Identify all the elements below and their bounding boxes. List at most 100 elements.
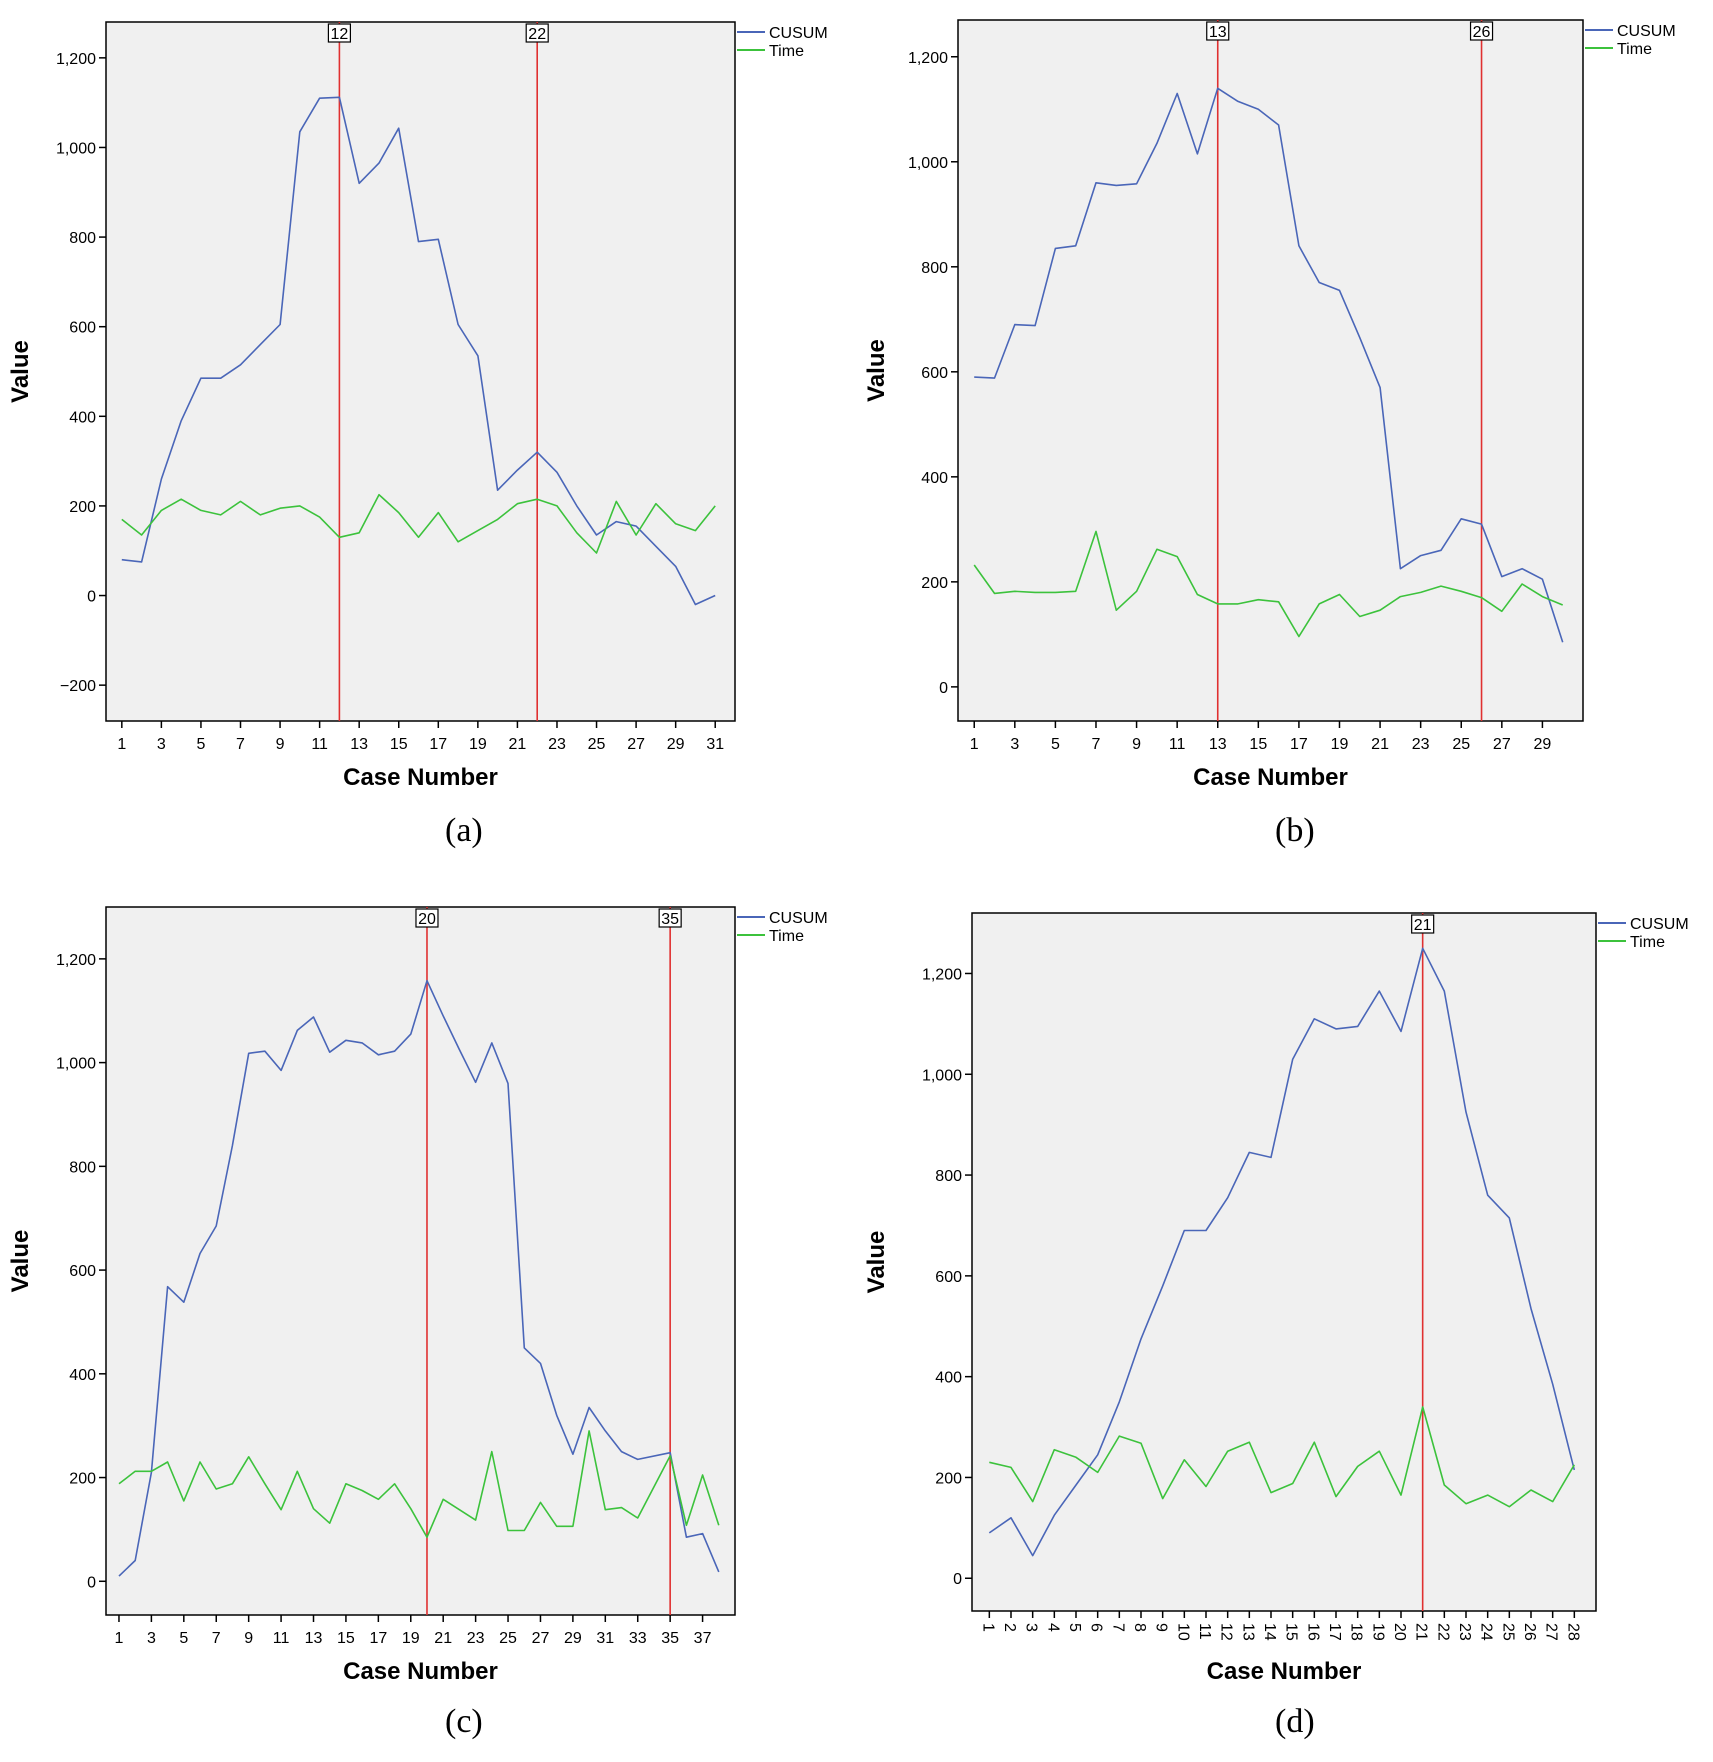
- x-tick-label: 23: [467, 1630, 485, 1647]
- y-tick-label: 800: [935, 1168, 962, 1185]
- y-tick-label: 400: [935, 1370, 962, 1387]
- chart-panel-b: 0 200 400 600 800 1,000 1,200 1 3 5 7 9 11 13 15 17 19 21…: [856, 0, 1712, 881]
- series-line-time: [118, 1430, 720, 1539]
- x-tick-label: 17: [369, 1630, 387, 1647]
- x-tick-label: 15: [337, 1630, 355, 1647]
- y-axis-title: Value: [7, 340, 34, 403]
- x-tick-label: 7: [1092, 736, 1101, 753]
- x-tick-label: 9: [1132, 736, 1141, 753]
- x-tick-label: 17: [1326, 1623, 1343, 1641]
- x-tick-label: 28: [1564, 1623, 1581, 1641]
- x-tick-label: 17: [1290, 736, 1308, 753]
- y-tick-label: 400: [69, 1367, 96, 1384]
- y-tick-label: 1,200: [56, 51, 96, 68]
- x-tick-label: 11: [273, 1630, 290, 1647]
- y-tick-label: 200: [935, 1470, 962, 1487]
- x-tick-label: 3: [147, 1630, 156, 1647]
- x-tick-label: 37: [694, 1630, 712, 1647]
- x-tick-label: 19: [469, 736, 487, 753]
- x-tick-label: 3: [157, 736, 166, 753]
- y-tick-label: 0: [953, 1571, 962, 1588]
- reference-label: 20: [418, 911, 436, 928]
- x-tick-label: 9: [1153, 1623, 1170, 1632]
- x-tick-label: 21: [1371, 736, 1389, 753]
- x-tick-label: 13: [1209, 736, 1227, 753]
- y-tick-label: 800: [69, 230, 96, 247]
- x-tick-label: 9: [276, 736, 285, 753]
- x-tick-label: 13: [350, 736, 368, 753]
- series-line-time: [973, 530, 1564, 638]
- y-tick-label: 1,000: [922, 1067, 962, 1084]
- x-tick-label: 14: [1261, 1623, 1278, 1641]
- x-tick-label: 29: [667, 736, 685, 753]
- legend-label: Time: [1617, 41, 1652, 58]
- y-tick-label: 200: [69, 1471, 96, 1488]
- caption-b: (b): [1275, 812, 1315, 849]
- x-tick-label: 27: [1493, 736, 1511, 753]
- x-tick-label: 25: [1499, 1623, 1516, 1641]
- x-tick-label: 22: [1434, 1623, 1451, 1641]
- x-tick-label: 11: [1169, 736, 1186, 753]
- x-axis-title: Case Number: [343, 1658, 498, 1685]
- x-tick-label: 27: [532, 1630, 550, 1647]
- x-tick-label: 24: [1478, 1623, 1495, 1641]
- x-tick-label: 25: [1452, 736, 1470, 753]
- x-tick-label: 3: [1023, 1623, 1040, 1632]
- x-tick-label: 26: [1521, 1623, 1538, 1641]
- x-tick-label: 1: [979, 1623, 996, 1632]
- chart-panel-a: −200 0 200 400 600 800 1,000 1,200 1 3 5 7 9 11 13 15 17…: [0, 0, 856, 881]
- y-tick-label: 800: [921, 260, 948, 277]
- x-tick-label: 7: [236, 736, 245, 753]
- legend-label: Time: [1630, 934, 1665, 951]
- x-tick-label: 15: [1283, 1623, 1300, 1641]
- x-axis-title: Case Number: [343, 764, 498, 791]
- reference-label: 26: [1473, 24, 1491, 41]
- x-tick-label: 33: [629, 1630, 647, 1647]
- series-line-cusum: [121, 96, 716, 606]
- x-tick-label: 13: [305, 1630, 323, 1647]
- y-tick-label: 600: [69, 1263, 96, 1280]
- x-tick-label: 10: [1174, 1623, 1191, 1641]
- reference-label-box: [1206, 21, 1230, 41]
- x-tick-label: 21: [509, 736, 527, 753]
- x-tick-label: 11: [311, 736, 328, 753]
- reference-label-box: [415, 908, 439, 928]
- y-axis-title: Value: [863, 339, 890, 402]
- x-tick-label: 21: [1413, 1623, 1430, 1641]
- x-tick-label: 3: [1010, 736, 1019, 753]
- y-axis-title: Value: [863, 1231, 890, 1294]
- caption-a: (a): [445, 812, 483, 849]
- reference-label-box: [327, 23, 352, 43]
- y-tick-label: 600: [69, 320, 96, 337]
- y-tick-label: 0: [87, 589, 96, 606]
- x-tick-label: 2: [1001, 1623, 1018, 1632]
- x-tick-label: 5: [1051, 736, 1060, 753]
- reference-label: 21: [1414, 917, 1432, 934]
- y-tick-label: 0: [939, 680, 948, 697]
- y-tick-label: 200: [69, 499, 96, 516]
- x-tick-label: 20: [1391, 1623, 1408, 1641]
- x-tick-label: 4: [1044, 1623, 1061, 1632]
- x-tick-label: 17: [429, 736, 447, 753]
- x-tick-label: 25: [588, 736, 606, 753]
- series-line-time: [121, 493, 716, 554]
- reference-label-box: [1411, 914, 1435, 934]
- x-tick-label: 1: [970, 736, 979, 753]
- y-tick-label: −200: [60, 678, 96, 695]
- x-tick-label: 19: [402, 1630, 420, 1647]
- x-tick-label: 25: [499, 1630, 517, 1647]
- plot-area: [105, 21, 736, 722]
- x-tick-label: 6: [1088, 1623, 1105, 1632]
- series-line-cusum: [988, 947, 1576, 1557]
- y-tick-label: 1,000: [56, 140, 96, 157]
- x-tick-label: 27: [1543, 1623, 1560, 1641]
- y-tick-label: 400: [921, 470, 948, 487]
- x-tick-label: 5: [1066, 1623, 1083, 1632]
- chart-panel-d: 0 200 400 600 800 1,000 1,200 1 2 3 4 5 6 7 8 9 10 11 12 13…: [856, 881, 1712, 1762]
- x-tick-label: 19: [1369, 1623, 1386, 1641]
- x-tick-label: 11: [1196, 1623, 1213, 1640]
- reference-label-box: [525, 23, 549, 43]
- x-tick-label: 8: [1131, 1623, 1148, 1632]
- x-tick-label: 9: [244, 1630, 253, 1647]
